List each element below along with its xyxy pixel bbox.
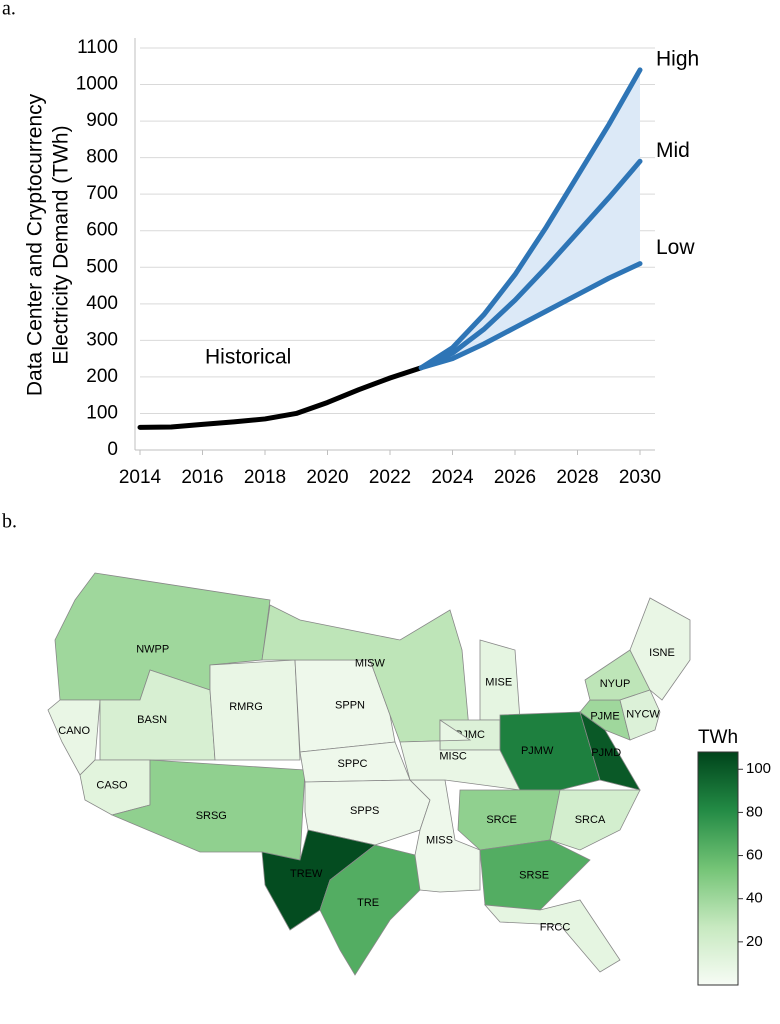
region-label: NYUP xyxy=(600,678,631,690)
region-label: SRSG xyxy=(196,810,227,822)
y-tick-label: 1100 xyxy=(77,37,118,58)
region-label: SRSE xyxy=(519,870,549,882)
region-label: SPPC xyxy=(338,758,368,770)
series-line xyxy=(137,365,424,430)
x-tick-label: 2020 xyxy=(306,467,348,488)
colorbar-tick-label: 80 xyxy=(746,803,763,820)
series-label: Historical xyxy=(205,346,291,369)
x-tick-label: 2024 xyxy=(431,467,474,488)
y-tick-label: 0 xyxy=(107,439,118,460)
x-tick-label: 2028 xyxy=(556,467,598,488)
region-label: MISS xyxy=(426,835,453,847)
region-label: PJME xyxy=(590,710,619,722)
region-label: TREW xyxy=(290,868,323,880)
y-axis-label: Electricity Demand (TWh) xyxy=(50,125,73,364)
y-tick-label: 500 xyxy=(86,256,118,277)
x-tick-label: 2018 xyxy=(244,467,286,488)
series-line xyxy=(418,158,643,371)
y-tick-label: 1000 xyxy=(76,74,118,95)
region-label: NWPP xyxy=(136,644,169,656)
series-label: Mid xyxy=(656,139,690,162)
region xyxy=(484,899,621,973)
region xyxy=(549,789,641,851)
region-label: ISNE xyxy=(649,647,675,659)
region xyxy=(261,604,471,743)
region xyxy=(629,597,691,701)
panel-label: a. xyxy=(2,0,16,20)
region-label: PJMD xyxy=(591,747,621,759)
region-label: MISE xyxy=(485,676,512,688)
region-label: SPPS xyxy=(350,805,379,817)
x-tick-label: 2016 xyxy=(181,467,223,488)
series-line xyxy=(418,67,643,371)
region-label: MISW xyxy=(355,658,386,670)
y-tick-label: 800 xyxy=(86,147,118,168)
x-tick-label: 2022 xyxy=(369,467,411,488)
colorbar-tick-label: 40 xyxy=(746,890,763,907)
y-tick-label: 300 xyxy=(86,329,118,350)
y-tick-label: 400 xyxy=(86,293,118,314)
region-label: PJMW xyxy=(521,745,554,757)
colorbar-tick-label: 20 xyxy=(746,933,763,950)
y-tick-label: 600 xyxy=(86,220,118,241)
y-tick-label: 900 xyxy=(86,110,118,131)
region-label: SRCE xyxy=(486,814,517,826)
x-tick-label: 2030 xyxy=(619,467,661,488)
projection-band xyxy=(421,69,640,368)
series-line xyxy=(418,261,643,371)
region xyxy=(319,844,421,976)
region xyxy=(409,779,481,893)
region xyxy=(209,659,301,761)
panel-label: b. xyxy=(2,511,17,533)
colorbar-tick-label: 100 xyxy=(746,760,771,777)
series-label: High xyxy=(656,47,699,70)
region-label: NYCW xyxy=(626,708,660,720)
y-tick-label: 700 xyxy=(86,183,118,204)
colorbar-tick-label: 60 xyxy=(746,847,763,864)
region-label: RMRG xyxy=(229,701,263,713)
region-label: SRCA xyxy=(575,814,606,826)
y-tick-label: 200 xyxy=(86,366,118,387)
region-label: MISC xyxy=(439,750,467,762)
region-label: CASO xyxy=(96,780,128,792)
y-axis-label: Data Center and Cryptocurrency xyxy=(24,93,47,396)
region-label: FRCC xyxy=(540,922,571,934)
colorbar xyxy=(697,751,739,986)
y-tick-label: 100 xyxy=(86,402,118,423)
region-label: BASN xyxy=(137,714,167,726)
region-label: SPPN xyxy=(335,700,365,712)
region-label: CANO xyxy=(58,725,90,737)
series-label: Low xyxy=(656,236,695,259)
colorbar-label: TWh xyxy=(698,727,738,748)
x-tick-label: 2014 xyxy=(119,467,162,488)
x-tick-label: 2026 xyxy=(494,467,536,488)
region xyxy=(619,689,661,741)
region xyxy=(110,759,306,861)
region-label: TRE xyxy=(357,897,379,909)
